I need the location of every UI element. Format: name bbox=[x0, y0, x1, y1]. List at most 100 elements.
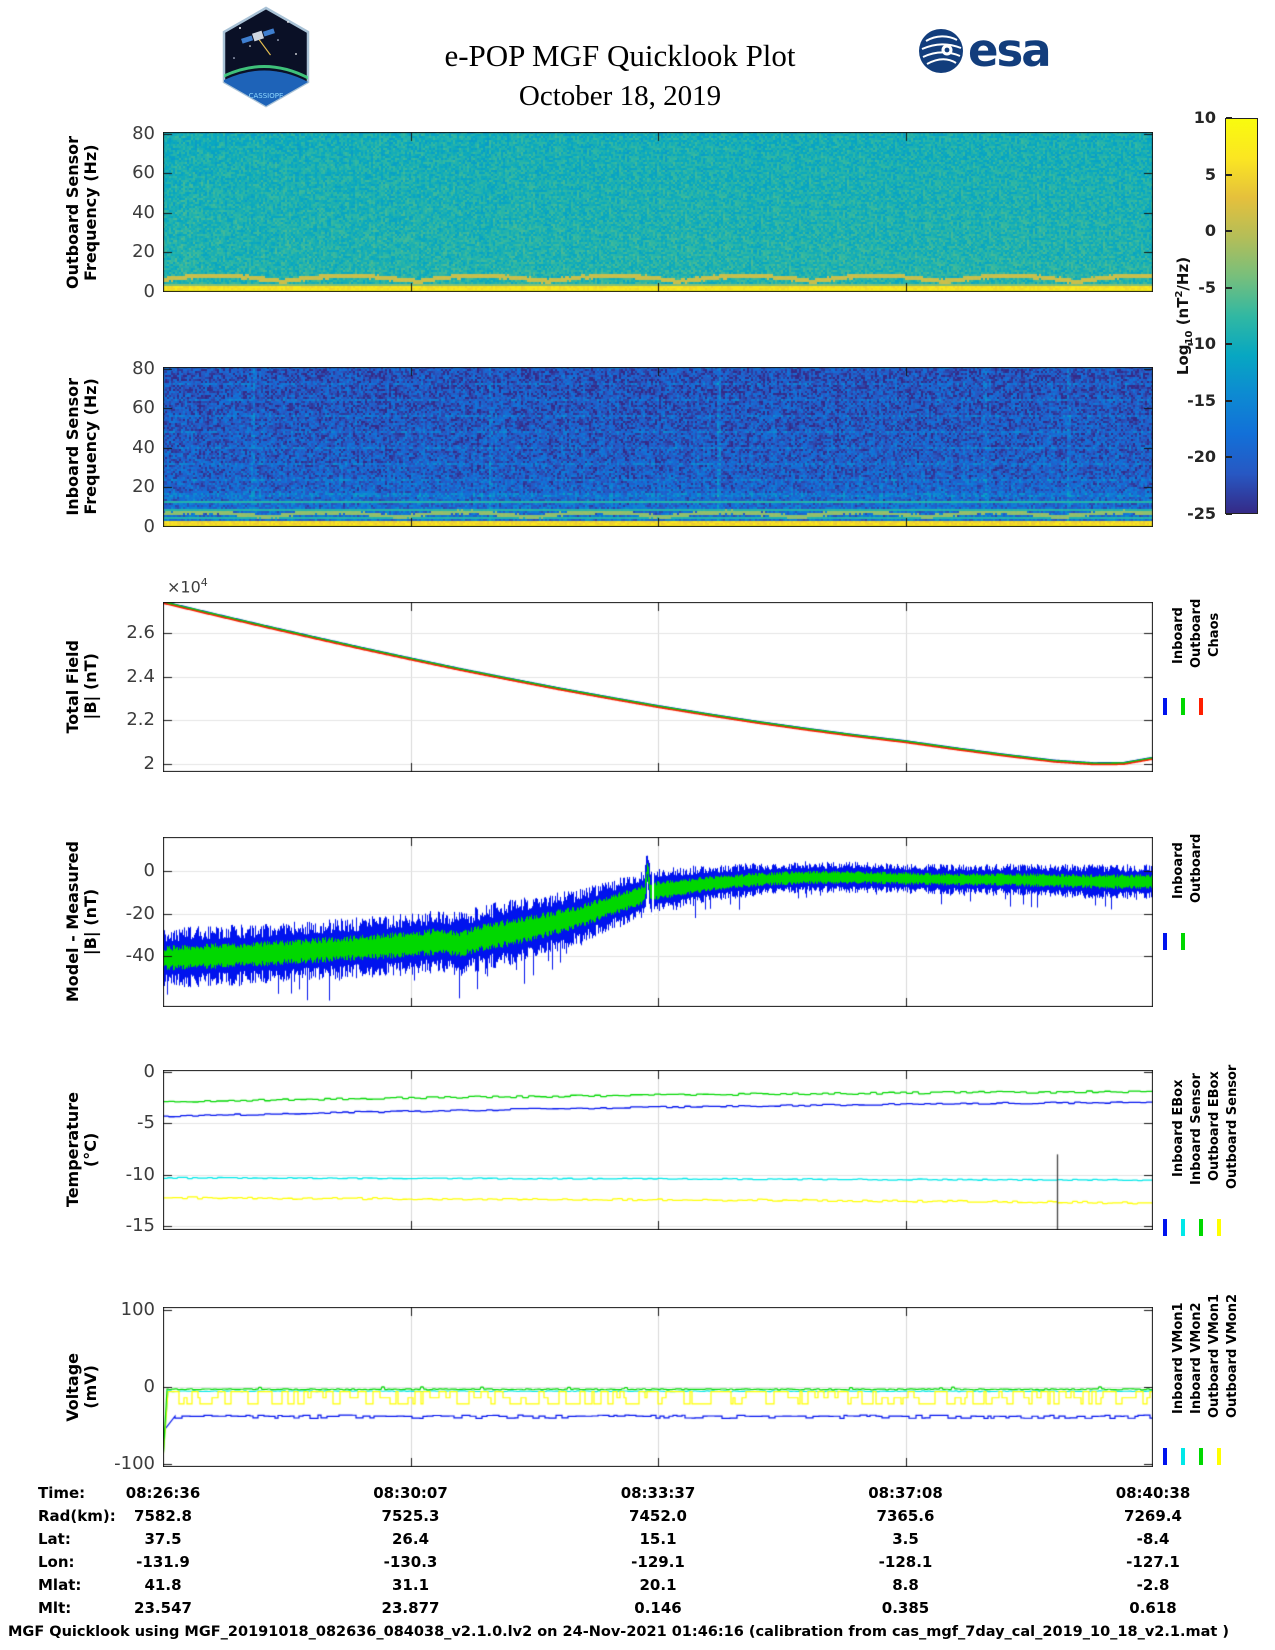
y-tick-label: 2 bbox=[143, 753, 155, 774]
patch-aurora bbox=[224, 65, 308, 82]
table-cell: 15.1 bbox=[639, 1530, 677, 1548]
page-subtitle: October 18, 2019 bbox=[518, 80, 722, 112]
table-cell: 3.5 bbox=[892, 1530, 919, 1548]
legend-swatch bbox=[1181, 1448, 1185, 1465]
table-cell: 8.8 bbox=[892, 1576, 919, 1594]
table-row: Time: 08:26:36 08:30:07 08:33:37 08:37:08 08:… bbox=[0, 1484, 1275, 1506]
table-cell: -128.1 bbox=[878, 1553, 933, 1571]
page-title: e-POP MGF Quicklook Plot bbox=[444, 38, 796, 73]
legend-swatch bbox=[1199, 1448, 1203, 1465]
temperature-legend: Inboard EBox Inboard Sensor Outboard EBox O… bbox=[1158, 1064, 1240, 1236]
table-cell: 7365.6 bbox=[876, 1507, 935, 1525]
legend-swatch bbox=[1163, 933, 1167, 950]
y-tick-label: 60 bbox=[132, 397, 155, 419]
cassiope-mission-patch: CASSIOPE bbox=[222, 6, 310, 108]
y-tick-label: -5 bbox=[137, 1112, 155, 1134]
colorbar-tick-mark bbox=[1226, 286, 1232, 289]
colorbar-tick-label: -10 bbox=[1187, 334, 1216, 354]
table-row-label: Lat: bbox=[38, 1530, 71, 1548]
voltage-legend: Inboard VMon1 Inboard VMon2 Outboard VMon1… bbox=[1158, 1294, 1240, 1465]
y-tick-label: 0 bbox=[143, 516, 155, 537]
table-cell: 20.1 bbox=[639, 1576, 677, 1594]
table-row: Lat: 37.5 26.4 15.1 3.5 -8.4 bbox=[0, 1530, 1275, 1552]
y-tick-label: -20 bbox=[125, 902, 155, 924]
esa-logo: esa bbox=[918, 24, 1052, 77]
y-tick-label: 40 bbox=[132, 436, 155, 458]
y-tick-label: 80 bbox=[132, 122, 155, 144]
table-cell: 26.4 bbox=[391, 1530, 430, 1548]
legend-swatch bbox=[1217, 1218, 1221, 1236]
y-tick-label: 80 bbox=[132, 357, 155, 379]
colorbar-tick-label: 0 bbox=[1204, 221, 1216, 241]
legend-entry: Outboard VMon2 bbox=[1212, 1294, 1240, 1465]
table-cell: 7269.4 bbox=[1124, 1507, 1182, 1525]
legend-swatch bbox=[1181, 698, 1185, 715]
legend-swatch bbox=[1181, 1218, 1185, 1236]
y-axis-label-temperature: Temperature (°C) bbox=[63, 1092, 100, 1208]
legend-label: Outboard bbox=[1189, 833, 1204, 903]
colorbar-tick-mark bbox=[1226, 513, 1232, 515]
legend-entry: Inboard bbox=[1158, 839, 1186, 950]
table-row: Mlt: 23.547 23.877 0.146 0.385 0.618 bbox=[0, 1599, 1275, 1621]
table-row: Lon: -131.9 -130.3 -129.1 -128.1 -127.1 bbox=[0, 1553, 1275, 1575]
patch-text: CASSIOPE bbox=[249, 92, 284, 100]
legend-swatch bbox=[1163, 698, 1167, 715]
legend-entry: Chaos bbox=[1194, 604, 1222, 715]
legend-entry: Inboard VMon1 bbox=[1158, 1303, 1186, 1465]
table-row-label: Lon: bbox=[38, 1553, 75, 1571]
table-cell: 08:30:07 bbox=[373, 1484, 448, 1502]
legend-label: Outboard Sensor bbox=[1225, 1064, 1240, 1189]
table-row-label: Time: bbox=[38, 1484, 86, 1502]
colorbar-tick-label: -15 bbox=[1187, 390, 1216, 410]
table-cell: 0.385 bbox=[881, 1599, 930, 1617]
patch-satellite-icon bbox=[241, 28, 275, 56]
y-tick-label: 2.4 bbox=[126, 665, 155, 687]
model-minus-measured-legend: Inboard Outboard bbox=[1158, 834, 1204, 950]
legend-swatch bbox=[1217, 1448, 1221, 1465]
y-tick-label: 2.2 bbox=[126, 709, 155, 731]
y-tick-label: 0 bbox=[143, 1376, 155, 1397]
footer-text: MGF Quicklook using MGF_20191018_082636_… bbox=[8, 1624, 1230, 1640]
y-tick-label: -15 bbox=[125, 1215, 155, 1237]
y-tick-label: 100 bbox=[120, 1299, 155, 1321]
y-tick-label: 40 bbox=[132, 201, 155, 223]
colorbar-tick-label: 5 bbox=[1204, 164, 1216, 184]
y-tick-label: 20 bbox=[132, 241, 155, 263]
y-tick-label: 20 bbox=[132, 476, 155, 498]
table-cell: 08:26:36 bbox=[125, 1484, 201, 1502]
colorbar-tick-mark bbox=[1226, 173, 1232, 176]
table-cell: 37.5 bbox=[144, 1530, 182, 1548]
legend-entry: Inboard Sensor bbox=[1176, 1072, 1204, 1236]
y-tick-label: -10 bbox=[125, 1163, 155, 1185]
table-cell: -8.4 bbox=[1136, 1530, 1170, 1548]
table-cell: 41.8 bbox=[144, 1576, 182, 1594]
legend-entry: Outboard EBox bbox=[1194, 1071, 1222, 1236]
legend-swatch bbox=[1163, 1218, 1167, 1236]
total-field-canvas bbox=[163, 602, 1153, 772]
table-row-label: Mlt: bbox=[38, 1599, 72, 1617]
y-tick-label: 0 bbox=[143, 860, 155, 881]
colorbar-tick-label: -25 bbox=[1187, 504, 1216, 523]
colorbar-tick-label: -5 bbox=[1198, 277, 1216, 297]
y-tick-label: -100 bbox=[114, 1452, 155, 1474]
table-cell: -129.1 bbox=[631, 1553, 685, 1571]
esa-emblem-icon bbox=[919, 29, 963, 73]
temperature-canvas bbox=[163, 1070, 1153, 1230]
colorbar-tick-label: 10 bbox=[1193, 108, 1216, 127]
table-cell: -2.8 bbox=[1136, 1576, 1170, 1594]
esa-logo-text: esa bbox=[968, 24, 1052, 77]
outboard-spectrogram-canvas bbox=[163, 132, 1153, 292]
legend-entry: Outboard bbox=[1176, 599, 1204, 715]
table-row-label: Rad(km): bbox=[38, 1507, 116, 1525]
legend-label: Outboard VMon2 bbox=[1225, 1293, 1240, 1418]
legend-entry: Inboard VMon2 bbox=[1176, 1303, 1204, 1465]
total-field-legend: Inboard Outboard Chaos bbox=[1158, 599, 1222, 715]
legend-swatch bbox=[1163, 1448, 1167, 1465]
legend-entry: Inboard EBox bbox=[1158, 1072, 1186, 1236]
y-tick-label: 60 bbox=[132, 162, 155, 184]
model-minus-measured-canvas bbox=[163, 837, 1153, 1007]
colorbar-tick-label: -20 bbox=[1187, 447, 1216, 467]
colorbar-tick-mark bbox=[1226, 399, 1232, 402]
table-cell: 23.877 bbox=[381, 1599, 440, 1617]
